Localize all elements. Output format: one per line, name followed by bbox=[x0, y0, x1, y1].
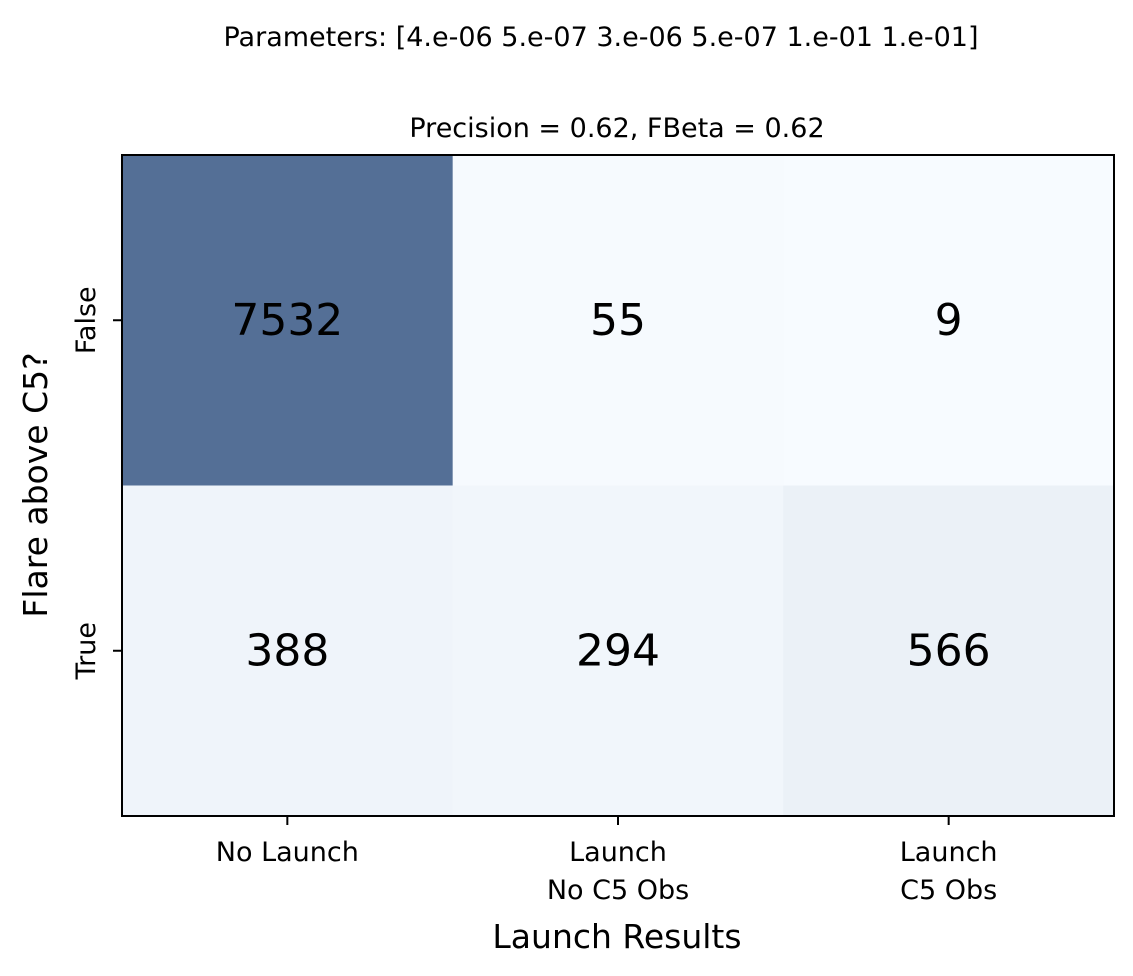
y-tick-label: False bbox=[71, 286, 102, 354]
heatmap-cell-r1-c0 bbox=[122, 485, 454, 817]
heatmap-cell-r1-c1 bbox=[452, 485, 784, 817]
cell-value-labels: 7532 55 9 388 294 566 bbox=[231, 295, 990, 677]
heatmap-cell-r0-c2 bbox=[783, 155, 1115, 486]
cell-value-r1-c0: 388 bbox=[245, 625, 329, 676]
x-tick-label: Launch No C5 Obs bbox=[547, 837, 689, 906]
x-tick-label: No Launch bbox=[216, 837, 359, 868]
x-axis-label: Launch Results bbox=[492, 917, 741, 956]
y-tick-label: True bbox=[71, 622, 102, 680]
x-tick-label: Launch C5 Obs bbox=[900, 837, 998, 906]
cell-value-r1-c2: 566 bbox=[907, 625, 991, 676]
heatmap-cells bbox=[122, 155, 1115, 817]
heatmap-cell-r0-c0 bbox=[122, 155, 454, 486]
y-axis-label: Flare above C5? bbox=[16, 352, 55, 617]
heatmap-cell-r1-c2 bbox=[783, 485, 1115, 817]
chart-title: Precision = 0.62, FBeta = 0.62 bbox=[409, 113, 824, 144]
cell-value-r1-c1: 294 bbox=[576, 625, 660, 676]
cell-value-r0-c0: 7532 bbox=[231, 295, 343, 346]
cell-value-r0-c2: 9 bbox=[935, 295, 963, 346]
x-axis-ticks: No Launch Launch No C5 Obs Launch C5 Obs bbox=[216, 816, 998, 906]
heatmap-cell-r0-c1 bbox=[452, 155, 784, 486]
cell-value-r0-c1: 55 bbox=[590, 295, 646, 346]
y-axis-ticks: False True bbox=[71, 286, 122, 680]
figure-suptitle: Parameters: [4.e-06 5.e-07 3.e-06 5.e-07… bbox=[223, 22, 978, 53]
